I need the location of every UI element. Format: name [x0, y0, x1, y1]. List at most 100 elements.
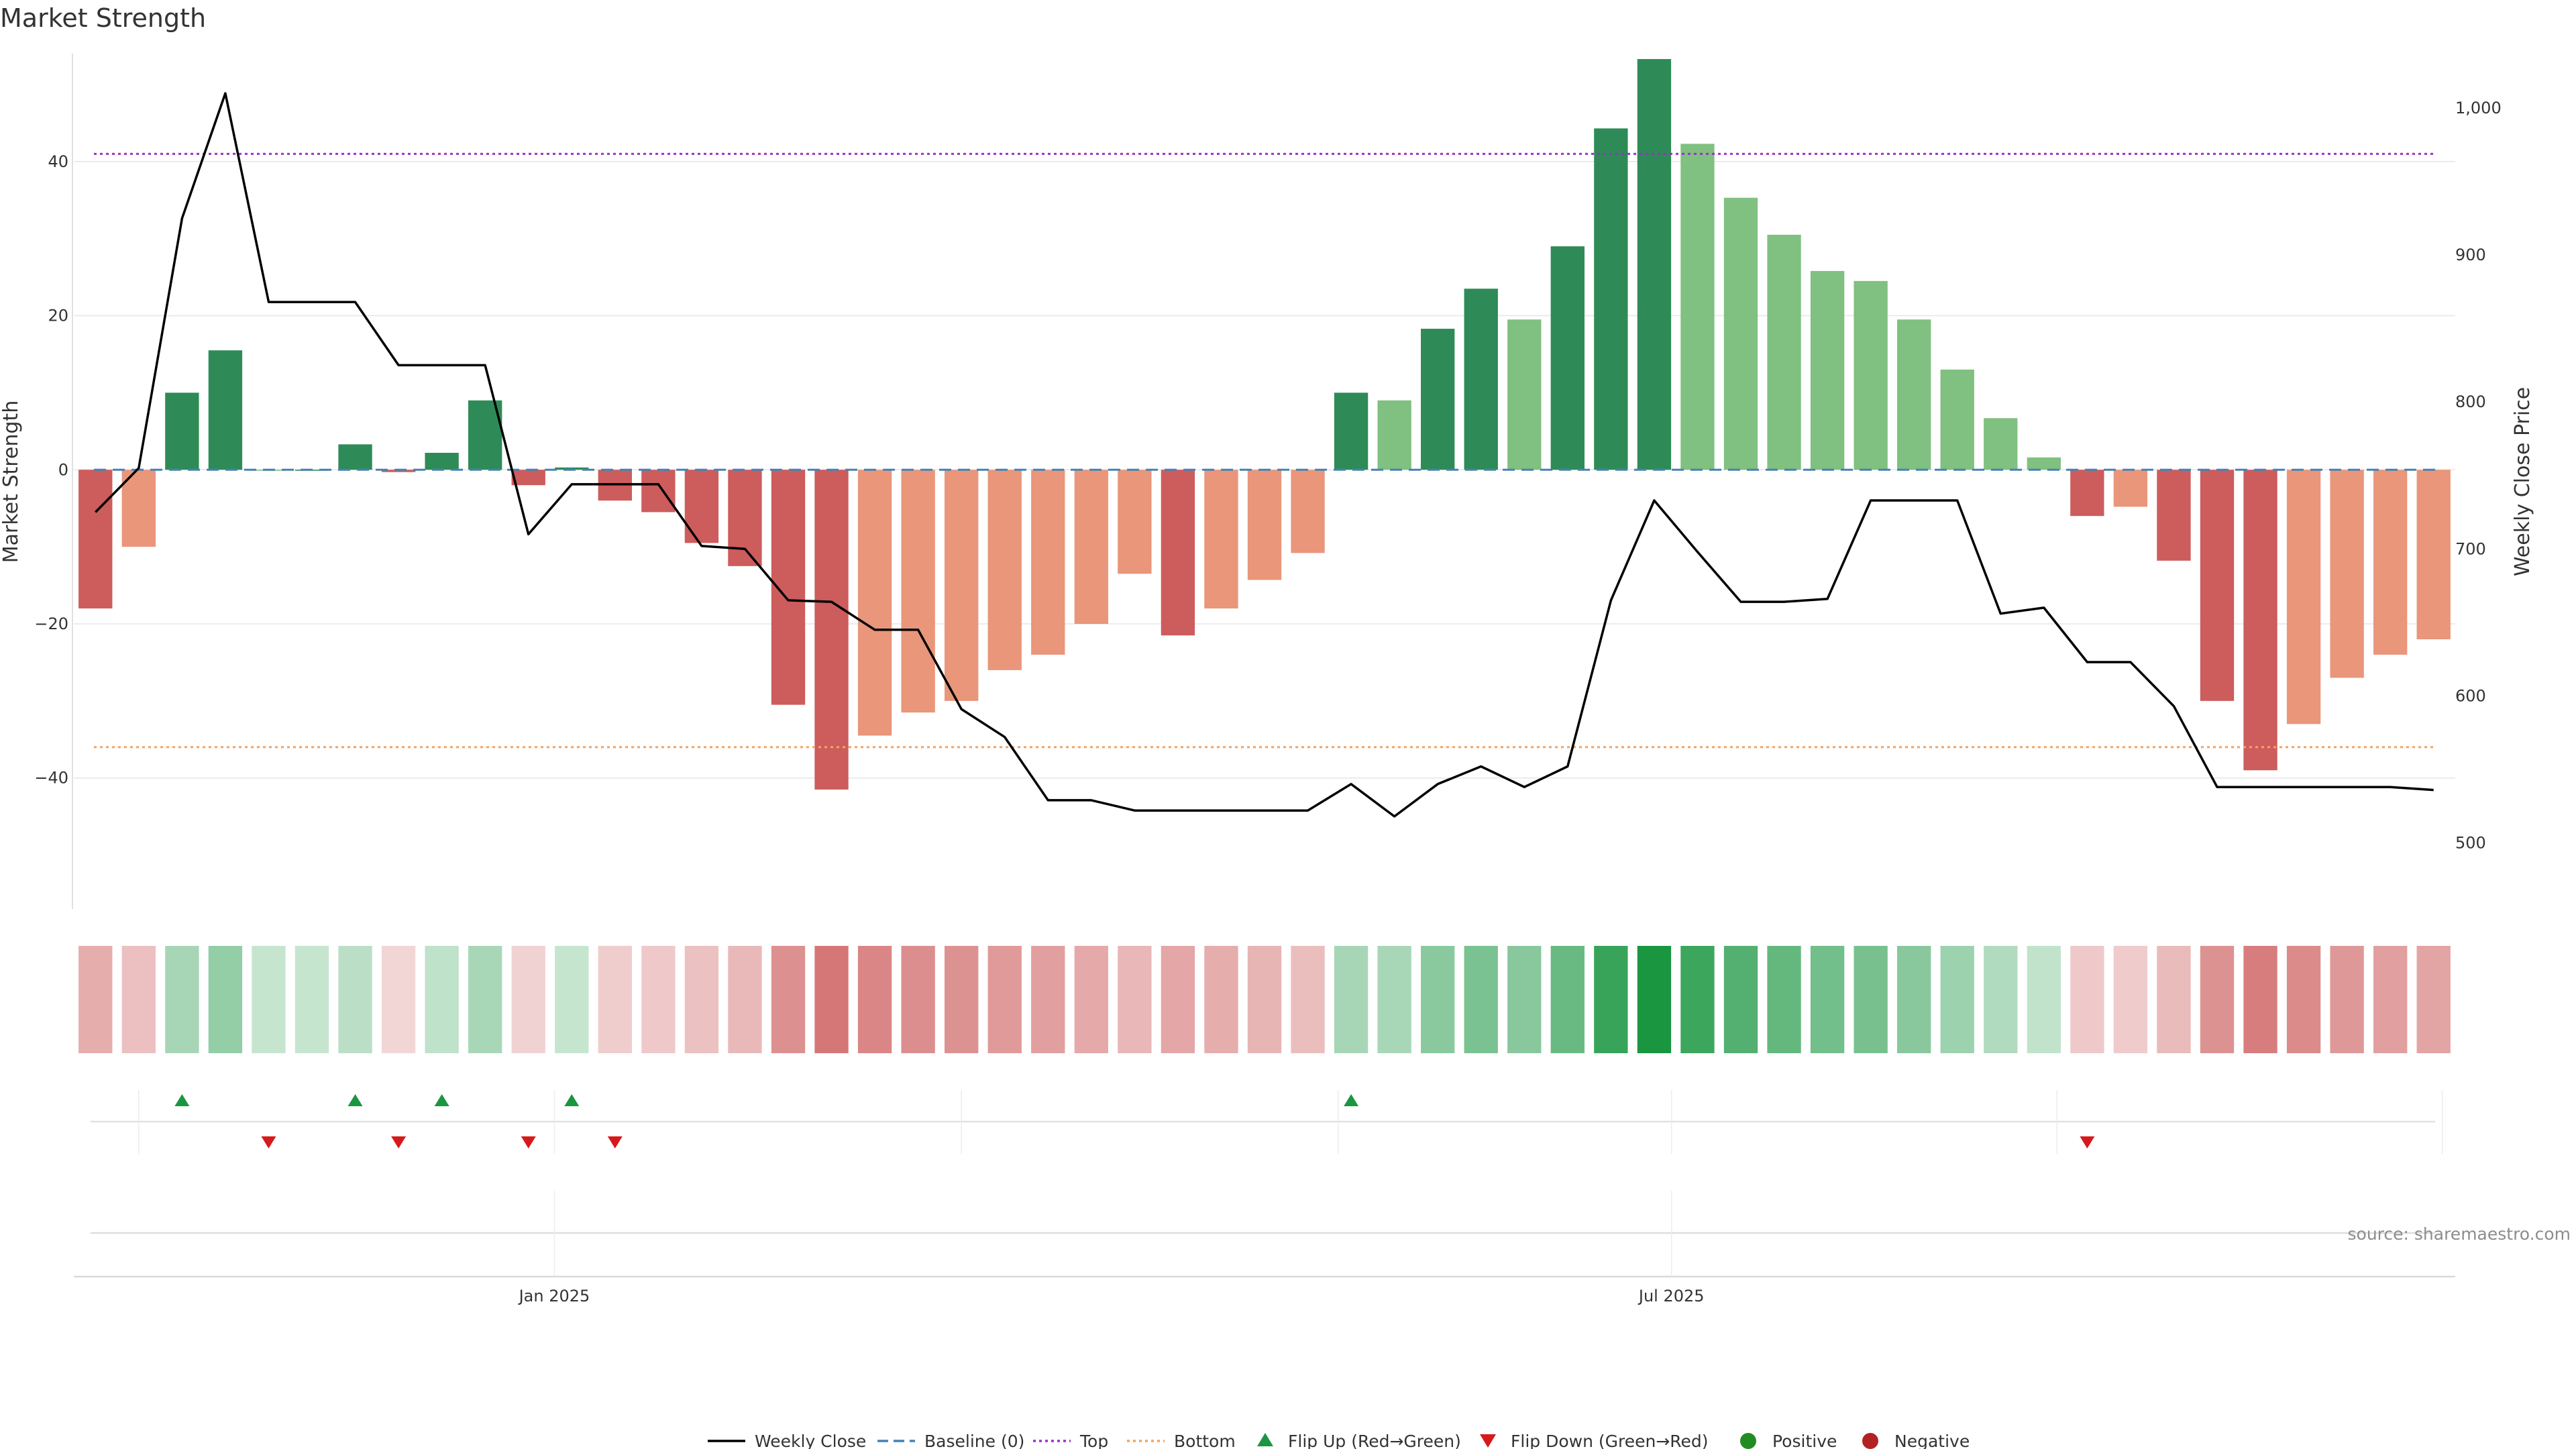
strength-bar [1984, 418, 2018, 470]
flip-down-marker [607, 1136, 623, 1148]
strength-bar [2373, 470, 2408, 655]
legend-item-positive: Positive [1740, 1432, 1837, 1449]
heat-cell [1118, 946, 1152, 1053]
legend-label: Baseline (0) [924, 1432, 1024, 1449]
y-axis-label: Market Strength [0, 400, 23, 563]
heat-cell [598, 946, 632, 1053]
reference-lines [94, 152, 2435, 749]
strength-bar [2070, 470, 2104, 517]
chart-title: Market Strength [0, 3, 206, 33]
strength-bar [1637, 59, 1672, 470]
heat-cell [1464, 946, 1498, 1053]
x-tick-label: Jan 2025 [518, 1287, 590, 1305]
strength-bar [728, 470, 762, 566]
heat-cell [121, 946, 156, 1053]
heat-cell [1723, 946, 1758, 1053]
y2-tick-label: 500 [2455, 833, 2486, 852]
strength-bar [1247, 470, 1282, 580]
heat-cell [987, 946, 1022, 1053]
strength-bar [1291, 470, 1325, 553]
heat-cell [1334, 946, 1368, 1053]
heat-cell [771, 946, 806, 1053]
heat-cell [857, 946, 892, 1053]
strength-bar [2113, 470, 2148, 507]
legend: Weekly Close Baseline (0) Top Bottom Flip Up… [708, 1432, 1970, 1449]
strength-bar [208, 350, 243, 470]
strength-bar [1074, 470, 1108, 624]
heat-cell [1161, 946, 1195, 1053]
heat-cell [1507, 946, 1542, 1053]
strength-bar [1031, 470, 1065, 655]
legend-label: Bottom [1174, 1432, 1236, 1449]
flip-down-marker [521, 1136, 536, 1148]
heat-cell [684, 946, 719, 1053]
axes: 40 20 0 −20 −40 1,000 900 800 700 600 500 [34, 54, 2502, 909]
heat-cell [78, 946, 113, 1053]
flip-down-marker [391, 1136, 407, 1148]
heat-cell [1074, 946, 1108, 1053]
heat-cell [2286, 946, 2321, 1053]
strength-bar [1767, 234, 1801, 470]
strength-bar [2243, 470, 2277, 771]
heat-cell [1680, 946, 1715, 1053]
strength-bar [2200, 470, 2235, 701]
heat-cell [814, 946, 849, 1053]
heat-cell [945, 946, 979, 1053]
legend-item-flipdown: Flip Down (Green→Red) [1480, 1432, 1709, 1449]
heat-cell [1810, 946, 1845, 1053]
heat-cell [901, 946, 935, 1053]
strength-bar [78, 470, 113, 609]
legend-label: Weekly Close [755, 1432, 866, 1449]
flip-down-marker [2080, 1136, 2095, 1148]
flip-up-marker [174, 1094, 190, 1106]
strength-bar [1854, 280, 1888, 470]
x-tick-label: Jul 2025 [1638, 1287, 1705, 1305]
heat-cell [1421, 946, 1455, 1053]
heat-cell [1594, 946, 1628, 1053]
heat-cell [1940, 946, 1974, 1053]
heat-cell [381, 946, 416, 1053]
legend-label: Positive [1772, 1432, 1837, 1449]
heat-cell [1247, 946, 1282, 1053]
heat-cell [1377, 946, 1411, 1053]
heat-cell [2416, 946, 2451, 1053]
y2-tick-label: 800 [2455, 392, 2486, 411]
heat-cell [2027, 946, 2061, 1053]
y-tick-label: 0 [58, 460, 68, 479]
strength-bar [2027, 457, 2061, 470]
heat-cell [2243, 946, 2277, 1053]
strength-bar [987, 470, 1022, 670]
strength-bar [945, 470, 979, 701]
legend-swatch [1257, 1433, 1273, 1446]
heat-cell [1550, 946, 1585, 1053]
strength-bar [165, 392, 199, 470]
strength-bar [1594, 128, 1628, 470]
strength-bar [857, 470, 892, 736]
heat-cell [2157, 946, 2191, 1053]
strength-bar [1464, 288, 1498, 470]
strength-bar [2286, 470, 2321, 724]
y-tick-label: −40 [34, 769, 68, 788]
strength-bar [121, 470, 156, 547]
strength-bar [1204, 470, 1238, 609]
strength-bar [1334, 392, 1368, 470]
strength-bar [1421, 329, 1455, 470]
strength-bar [1723, 197, 1758, 470]
legend-label: Top [1079, 1432, 1108, 1449]
legend-item-top: Top [1033, 1432, 1108, 1449]
heat-cell [338, 946, 372, 1053]
flip-up-marker [1344, 1094, 1359, 1106]
y-tick-label: 20 [48, 307, 68, 325]
strength-bar [1161, 470, 1195, 636]
y2-tick-label: 700 [2455, 539, 2486, 558]
heat-cell [468, 946, 502, 1053]
heat-cell [728, 946, 762, 1053]
strength-bar [381, 470, 416, 472]
strength-bar [684, 470, 719, 543]
heat-cell [641, 946, 676, 1053]
heat-cell [208, 946, 243, 1053]
strength-bar [1550, 246, 1585, 470]
flip-up-marker [564, 1094, 580, 1106]
y2-tick-label: 600 [2455, 686, 2486, 705]
strength-bar [2416, 470, 2451, 639]
